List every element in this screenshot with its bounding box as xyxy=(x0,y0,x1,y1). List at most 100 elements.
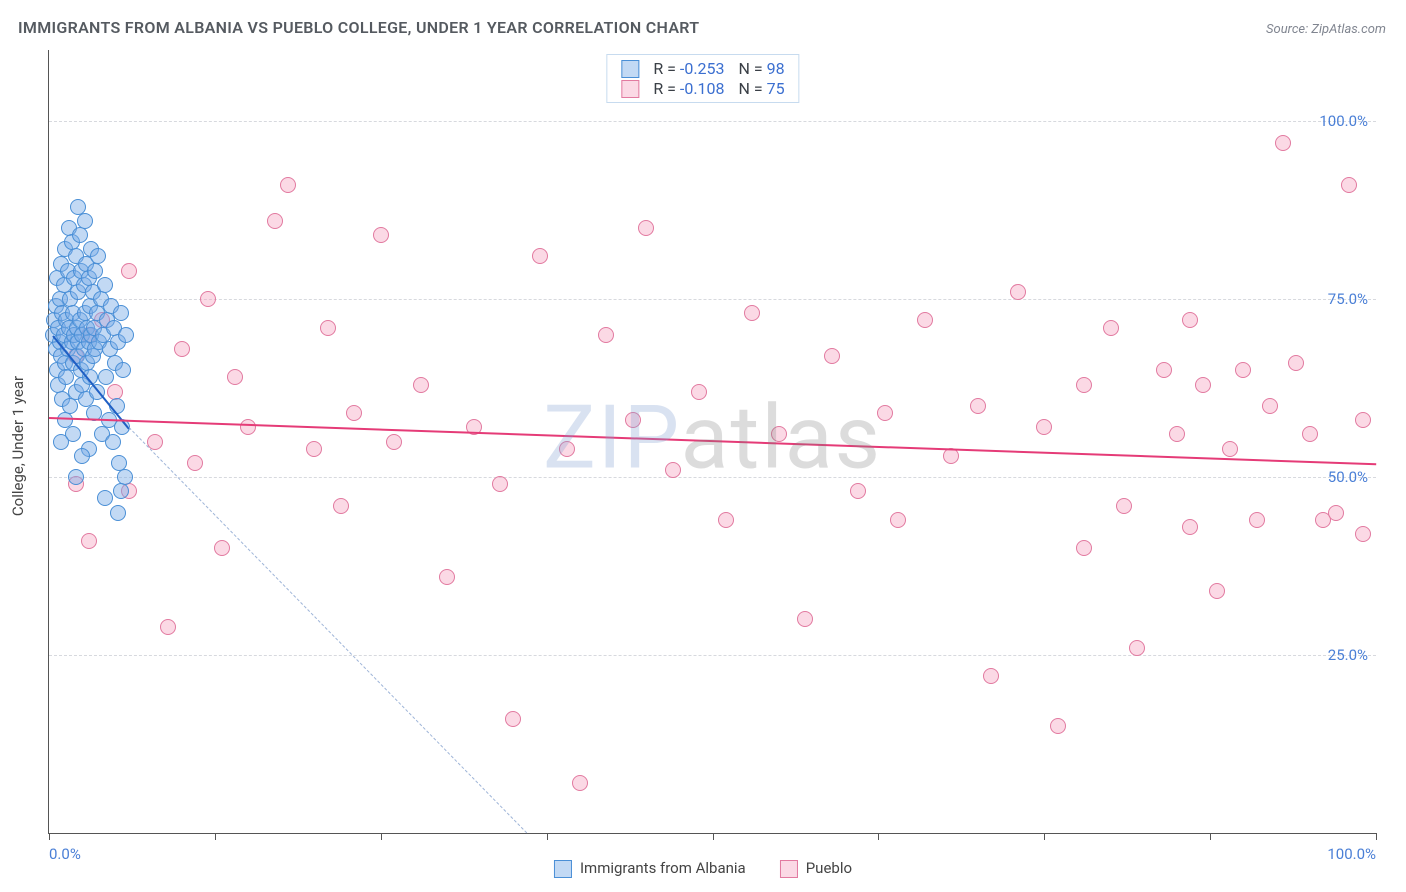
data-point xyxy=(1169,426,1185,442)
data-point xyxy=(413,377,429,393)
data-point xyxy=(386,434,402,450)
swatch-pueblo-icon xyxy=(780,860,798,878)
data-point xyxy=(1156,362,1172,378)
data-point xyxy=(346,405,362,421)
swatch-albania xyxy=(621,60,639,78)
data-point xyxy=(373,227,389,243)
data-point xyxy=(97,490,113,506)
legend-item-albania: Immigrants from Albania xyxy=(554,859,746,878)
data-point xyxy=(214,540,230,556)
data-point xyxy=(174,341,190,357)
legend-row-pueblo: R = -0.108 N = 75 xyxy=(621,79,784,98)
data-point xyxy=(200,291,216,307)
data-point xyxy=(877,405,893,421)
data-point xyxy=(718,512,734,528)
data-point xyxy=(1341,177,1357,193)
x-tick xyxy=(713,833,714,840)
data-point xyxy=(97,277,113,293)
data-point xyxy=(118,327,134,343)
data-point xyxy=(240,419,256,435)
x-tick xyxy=(49,833,50,840)
data-point xyxy=(1235,362,1251,378)
data-point xyxy=(72,227,88,243)
data-point xyxy=(505,711,521,727)
data-point xyxy=(57,412,73,428)
data-point xyxy=(1328,505,1344,521)
x-tick xyxy=(215,833,216,840)
swatch-albania-icon xyxy=(554,860,572,878)
data-point xyxy=(824,348,840,364)
data-point xyxy=(744,305,760,321)
data-point xyxy=(1010,284,1026,300)
data-point xyxy=(1182,519,1198,535)
x-tick xyxy=(381,833,382,840)
data-point xyxy=(87,263,103,279)
y-tick-label: 75.0% xyxy=(1328,290,1368,308)
data-point xyxy=(532,248,548,264)
trend-extrapolation xyxy=(128,427,527,833)
data-point xyxy=(306,441,322,457)
data-point xyxy=(115,362,131,378)
data-point xyxy=(227,369,243,385)
legend-item-pueblo: Pueblo xyxy=(780,859,852,878)
swatch-pueblo xyxy=(621,80,639,98)
data-point xyxy=(74,448,90,464)
x-tick-label: 100.0% xyxy=(1327,845,1376,863)
data-point xyxy=(850,483,866,499)
data-point xyxy=(70,199,86,215)
data-point xyxy=(280,177,296,193)
data-point xyxy=(917,312,933,328)
data-point xyxy=(1249,512,1265,528)
data-point xyxy=(1103,320,1119,336)
data-point xyxy=(68,469,84,485)
data-point xyxy=(970,398,986,414)
data-point xyxy=(890,512,906,528)
data-point xyxy=(121,263,137,279)
gridline xyxy=(49,299,1376,300)
data-point xyxy=(1076,377,1092,393)
data-point xyxy=(598,327,614,343)
data-point xyxy=(559,441,575,457)
gridline xyxy=(49,477,1376,478)
correlation-legend: R = -0.253 N = 98 R = -0.108 N = 75 xyxy=(606,54,799,103)
data-point xyxy=(439,569,455,585)
data-point xyxy=(81,533,97,549)
data-point xyxy=(113,305,129,321)
x-tick xyxy=(1210,833,1211,840)
data-point xyxy=(1222,441,1238,457)
data-point xyxy=(572,775,588,791)
y-tick-label: 50.0% xyxy=(1328,468,1368,486)
data-point xyxy=(160,619,176,635)
data-point xyxy=(1195,377,1211,393)
data-point xyxy=(771,426,787,442)
gridline xyxy=(49,655,1376,656)
data-point xyxy=(983,668,999,684)
x-tick xyxy=(1044,833,1045,840)
data-point xyxy=(1355,526,1371,542)
data-point xyxy=(1262,398,1278,414)
data-point xyxy=(625,412,641,428)
source-credit: Source: ZipAtlas.com xyxy=(1266,22,1386,37)
data-point xyxy=(98,369,114,385)
data-point xyxy=(1129,640,1145,656)
y-tick-label: 100.0% xyxy=(1319,112,1368,130)
data-point xyxy=(105,434,121,450)
series-legend: Immigrants from Albania Pueblo xyxy=(554,859,852,878)
legend-row-albania: R = -0.253 N = 98 xyxy=(621,59,784,78)
data-point xyxy=(1275,135,1291,151)
x-tick-label: 0.0% xyxy=(49,845,81,863)
data-point xyxy=(110,505,126,521)
data-point xyxy=(58,369,74,385)
chart-title: IMMIGRANTS FROM ALBANIA VS PUEBLO COLLEG… xyxy=(18,18,699,37)
x-tick xyxy=(1376,833,1377,840)
data-point xyxy=(1036,419,1052,435)
data-point xyxy=(665,462,681,478)
data-point xyxy=(1302,426,1318,442)
data-point xyxy=(53,434,69,450)
data-point xyxy=(1355,412,1371,428)
x-tick xyxy=(547,833,548,840)
data-point xyxy=(1076,540,1092,556)
data-point xyxy=(492,476,508,492)
data-point xyxy=(320,320,336,336)
data-point xyxy=(691,384,707,400)
